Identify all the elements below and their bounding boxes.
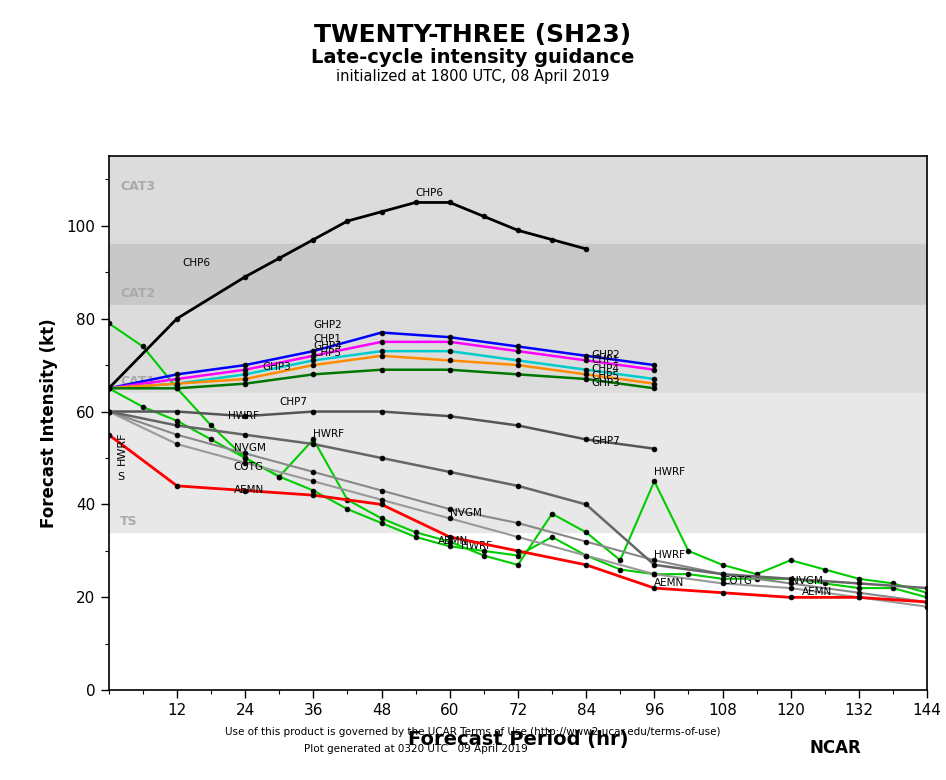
X-axis label: Forecast Period (hr): Forecast Period (hr) bbox=[408, 729, 628, 749]
Text: CHP4: CHP4 bbox=[592, 364, 620, 374]
Text: GHP3: GHP3 bbox=[262, 362, 291, 372]
Text: GHP7: GHP7 bbox=[592, 436, 621, 446]
Text: CHP6: CHP6 bbox=[183, 257, 211, 268]
Text: AEMN: AEMN bbox=[802, 587, 832, 597]
Text: CAT1: CAT1 bbox=[120, 375, 155, 388]
Text: NVGM: NVGM bbox=[234, 443, 266, 453]
Text: TWENTY-THREE (SH23): TWENTY-THREE (SH23) bbox=[314, 23, 632, 48]
Text: COTG: COTG bbox=[723, 576, 752, 586]
Text: Plot generated at 0320 UTC   09 April 2019: Plot generated at 0320 UTC 09 April 2019 bbox=[305, 744, 528, 754]
Bar bbox=[109, 244, 927, 305]
Text: HWRF: HWRF bbox=[313, 430, 344, 439]
Bar bbox=[109, 305, 927, 393]
Text: Late-cycle intensity guidance: Late-cycle intensity guidance bbox=[311, 48, 635, 67]
Text: HWRF: HWRF bbox=[228, 411, 259, 421]
Text: GHP3: GHP3 bbox=[592, 378, 621, 388]
Y-axis label: Forecast Intensity (kt): Forecast Intensity (kt) bbox=[41, 318, 59, 528]
Text: S: S bbox=[117, 472, 125, 481]
Bar bbox=[109, 156, 927, 244]
Text: NVGM: NVGM bbox=[449, 509, 482, 519]
Text: CHP1: CHP1 bbox=[592, 355, 620, 365]
Text: NVGM: NVGM bbox=[791, 576, 823, 586]
Text: AEMN: AEMN bbox=[655, 578, 685, 588]
Bar bbox=[109, 393, 927, 532]
Text: initialized at 1800 UTC, 08 April 2019: initialized at 1800 UTC, 08 April 2019 bbox=[336, 69, 610, 83]
Text: CHP6: CHP6 bbox=[415, 188, 444, 198]
Text: CHP5: CHP5 bbox=[592, 371, 620, 381]
Text: HWRF: HWRF bbox=[655, 466, 685, 477]
Text: GHP2: GHP2 bbox=[592, 350, 621, 360]
Text: CAT2: CAT2 bbox=[120, 287, 155, 300]
Text: HWRF: HWRF bbox=[655, 550, 685, 560]
Text: NCAR: NCAR bbox=[809, 739, 861, 757]
Text: TS: TS bbox=[120, 515, 138, 528]
Text: CAT3: CAT3 bbox=[120, 180, 155, 193]
Text: COTG: COTG bbox=[234, 462, 264, 472]
Text: GHP2: GHP2 bbox=[313, 321, 342, 330]
Text: CHP5: CHP5 bbox=[313, 348, 342, 358]
Text: CHP1: CHP1 bbox=[313, 334, 342, 344]
Text: Use of this product is governed by the UCAR Terms of Use (http://www2.ucar.edu/t: Use of this product is governed by the U… bbox=[225, 727, 721, 737]
Text: HWRF: HWRF bbox=[461, 541, 492, 551]
Text: GHP4: GHP4 bbox=[313, 341, 342, 351]
Text: HWRF: HWRF bbox=[117, 432, 128, 466]
Text: CHP7: CHP7 bbox=[279, 397, 307, 407]
Text: AEMN: AEMN bbox=[234, 485, 264, 495]
Text: AEMN: AEMN bbox=[438, 537, 468, 546]
